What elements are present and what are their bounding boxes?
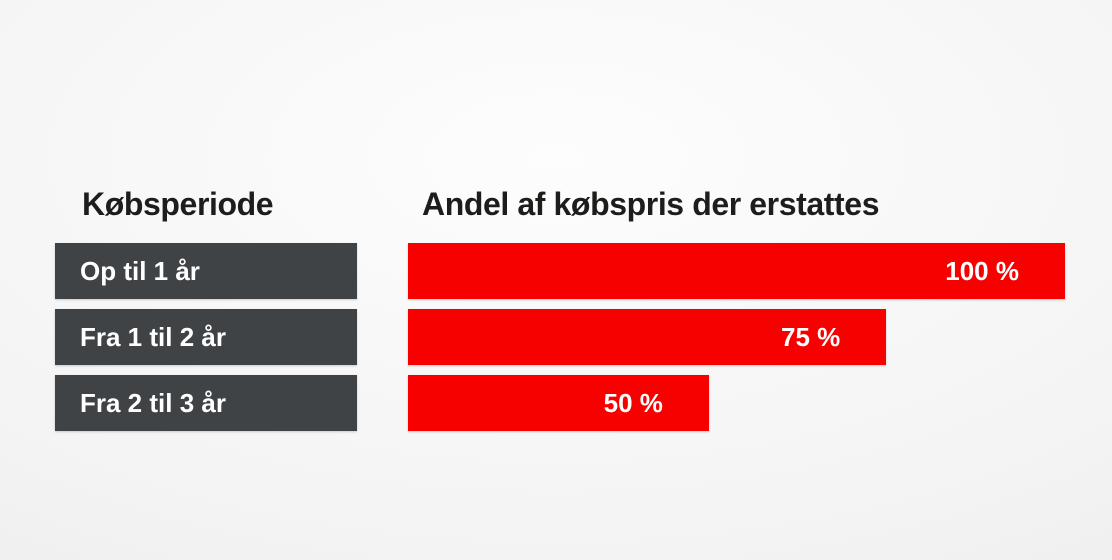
chart-row: Fra 2 til 3 år 50 % <box>55 375 1065 431</box>
category-label: Fra 1 til 2 år <box>80 321 226 352</box>
category-label-box: Op til 1 år <box>55 243 357 299</box>
bar-track: 100 % <box>408 243 1065 299</box>
left-column-heading: Købsperiode <box>82 186 274 222</box>
category-label-box: Fra 2 til 3 år <box>55 375 357 431</box>
category-label: Op til 1 år <box>80 255 200 286</box>
chart-row: Op til 1 år 100 % <box>55 243 1065 299</box>
bar-track: 75 % <box>408 309 1065 365</box>
value-label: 100 % <box>945 255 1019 286</box>
chart-row: Fra 1 til 2 år 75 % <box>55 309 1065 365</box>
value-bar: 75 % <box>408 309 887 365</box>
value-label: 75 % <box>781 321 841 352</box>
category-label-box: Fra 1 til 2 år <box>55 309 357 365</box>
category-label: Fra 2 til 3 år <box>80 387 226 418</box>
bar-chart: Op til 1 år 100 % Fra 1 til 2 år 75 % Fr… <box>55 243 1065 431</box>
bar-track: 50 % <box>408 375 1065 431</box>
value-bar: 50 % <box>408 375 709 431</box>
right-column-heading: Andel af købspris der erstattes <box>422 186 880 222</box>
value-label: 50 % <box>603 387 663 418</box>
value-bar: 100 % <box>408 243 1065 299</box>
